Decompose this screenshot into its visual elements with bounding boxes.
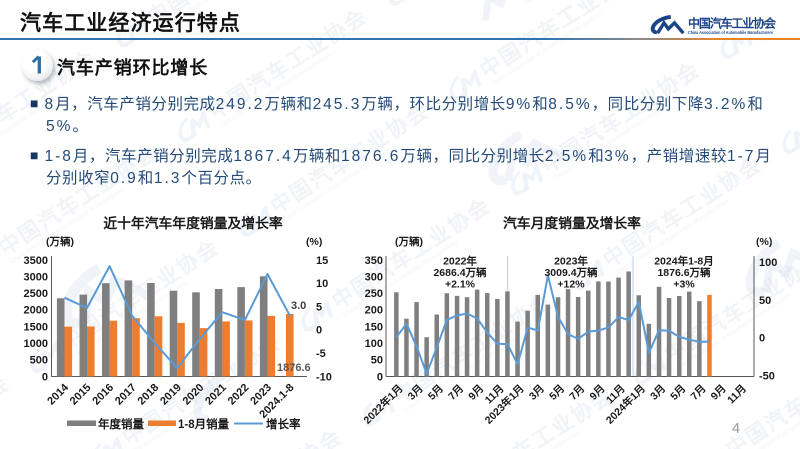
svg-text:3月: 3月 bbox=[648, 383, 668, 403]
svg-text:250: 250 bbox=[365, 288, 383, 300]
svg-text:500: 500 bbox=[30, 355, 48, 367]
svg-text:100: 100 bbox=[759, 257, 777, 269]
svg-text:50: 50 bbox=[371, 355, 383, 367]
svg-text:China Association of Automobil: China Association of Automobile Manufact… bbox=[688, 30, 773, 35]
svg-text:增长率: 增长率 bbox=[266, 417, 301, 431]
svg-text:(%): (%) bbox=[756, 236, 772, 248]
svg-text:3000: 3000 bbox=[24, 271, 48, 283]
svg-text:汽车月度销量及增长率: 汽车月度销量及增长率 bbox=[503, 215, 641, 231]
svg-text:(万辆): (万辆) bbox=[46, 235, 74, 248]
svg-text:近十年汽车年度销量及增长率: 近十年汽车年度销量及增长率 bbox=[103, 215, 283, 231]
svg-text:-10: -10 bbox=[316, 371, 332, 383]
svg-text:200: 200 bbox=[365, 305, 383, 317]
svg-text:2019: 2019 bbox=[158, 382, 184, 408]
svg-text:5: 5 bbox=[316, 301, 322, 313]
svg-text:7月: 7月 bbox=[688, 383, 708, 403]
svg-text:3500: 3500 bbox=[24, 255, 48, 267]
svg-text:1000: 1000 bbox=[24, 338, 48, 350]
svg-text:10: 10 bbox=[316, 278, 328, 290]
svg-text:2021: 2021 bbox=[203, 382, 229, 408]
svg-text:3月: 3月 bbox=[406, 383, 426, 403]
svg-text:2017: 2017 bbox=[113, 382, 139, 408]
svg-text:2000: 2000 bbox=[24, 305, 48, 317]
svg-text:300: 300 bbox=[365, 271, 383, 283]
svg-text:中国汽车工业协会: 中国汽车工业协会 bbox=[688, 16, 777, 31]
svg-text:7月: 7月 bbox=[446, 383, 466, 403]
svg-text:1876.6: 1876.6 bbox=[277, 362, 311, 374]
svg-text:11月: 11月 bbox=[725, 383, 749, 407]
svg-text:2686.4万辆: 2686.4万辆 bbox=[433, 266, 487, 279]
svg-text:2022: 2022 bbox=[226, 382, 252, 408]
svg-text:100: 100 bbox=[365, 338, 383, 350]
svg-text:2024年1-8月: 2024年1-8月 bbox=[654, 255, 714, 268]
svg-text:5月: 5月 bbox=[668, 383, 688, 403]
svg-text:5月: 5月 bbox=[426, 383, 446, 403]
svg-text:150: 150 bbox=[365, 321, 383, 333]
svg-text:-50: -50 bbox=[759, 370, 775, 382]
svg-text:3月: 3月 bbox=[527, 383, 547, 403]
svg-text:年度销量: 年度销量 bbox=[98, 417, 144, 431]
svg-text:15: 15 bbox=[316, 255, 328, 267]
svg-text:0: 0 bbox=[42, 371, 48, 383]
svg-text:2014: 2014 bbox=[45, 381, 71, 407]
svg-text:7月: 7月 bbox=[567, 383, 587, 403]
svg-text:2016: 2016 bbox=[90, 382, 116, 408]
svg-text:-5: -5 bbox=[316, 348, 326, 360]
svg-text:(%): (%) bbox=[306, 236, 322, 248]
svg-text:2022年1月: 2022年1月 bbox=[361, 382, 406, 427]
svg-text:5月: 5月 bbox=[547, 383, 567, 403]
svg-text:3009.4万辆: 3009.4万辆 bbox=[544, 266, 598, 279]
svg-text:2022年: 2022年 bbox=[443, 255, 477, 268]
svg-text:0: 0 bbox=[316, 325, 322, 337]
svg-text:2023年: 2023年 bbox=[554, 255, 588, 268]
svg-text:350: 350 bbox=[365, 255, 383, 267]
svg-text:3.0: 3.0 bbox=[291, 300, 306, 312]
svg-text:1500: 1500 bbox=[24, 321, 48, 333]
svg-text:+3%: +3% bbox=[673, 279, 695, 291]
svg-text:(万辆): (万辆) bbox=[395, 235, 423, 248]
svg-text:0: 0 bbox=[377, 371, 383, 383]
svg-text:0: 0 bbox=[759, 333, 765, 345]
svg-text:2020: 2020 bbox=[181, 382, 207, 408]
svg-text:1-8月销量: 1-8月销量 bbox=[178, 417, 230, 431]
svg-text:2018: 2018 bbox=[136, 382, 162, 408]
svg-text:1876.6万辆: 1876.6万辆 bbox=[657, 266, 711, 279]
svg-text:+2.1%: +2.1% bbox=[445, 279, 476, 291]
svg-text:50: 50 bbox=[759, 295, 771, 307]
svg-text:2500: 2500 bbox=[24, 288, 48, 300]
svg-text:2015: 2015 bbox=[68, 382, 94, 408]
svg-text:+12%: +12% bbox=[557, 279, 585, 291]
